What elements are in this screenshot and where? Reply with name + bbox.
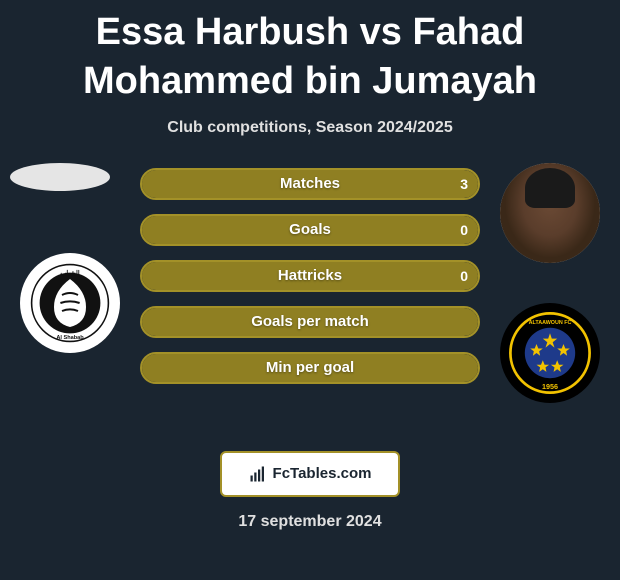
stat-bar-value-right: 0 — [460, 262, 468, 290]
svg-text:الشباب: الشباب — [60, 270, 80, 277]
stat-bar-label: Hattricks — [142, 262, 478, 290]
snapshot-date: 17 september 2024 — [0, 513, 620, 531]
club-left-logo: الشباب Al Shabab — [20, 253, 120, 353]
stat-bar-label: Goals — [142, 216, 478, 244]
fctables-badge[interactable]: FcTables.com — [220, 451, 400, 497]
fctables-label: FcTables.com — [273, 465, 372, 482]
club-right-logo: ALTAAWOUN FC 1956 — [500, 303, 600, 403]
player-photo-icon — [500, 163, 600, 263]
content-area: الشباب Al Shabab ALTAAWOUN FC — [0, 153, 620, 433]
svg-text:ALTAAWOUN FC: ALTAAWOUN FC — [529, 320, 572, 326]
stat-bar-goals: Goals0 — [140, 214, 480, 246]
stat-bar-label: Matches — [142, 170, 478, 198]
player-right-avatar — [500, 163, 600, 263]
stat-bar-value-right: 3 — [460, 170, 468, 198]
stat-bar-value-right: 0 — [460, 216, 468, 244]
stat-bar-matches: Matches3 — [140, 168, 480, 200]
altaawoun-logo-icon: ALTAAWOUN FC 1956 — [500, 303, 600, 403]
stat-bar-goals-per-match: Goals per match — [140, 306, 480, 338]
stat-bar-hattricks: Hattricks0 — [140, 260, 480, 292]
player-left-avatar — [10, 163, 110, 191]
stat-bar-label: Min per goal — [142, 354, 478, 382]
al-shabab-logo-icon: الشباب Al Shabab — [20, 253, 120, 353]
comparison-subtitle: Club competitions, Season 2024/2025 — [0, 107, 620, 143]
comparison-title: Essa Harbush vs Fahad Mohammed bin Jumay… — [0, 0, 620, 107]
svg-text:1956: 1956 — [542, 382, 558, 391]
svg-text:Al Shabab: Al Shabab — [56, 335, 84, 341]
stat-bar-min-per-goal: Min per goal — [140, 352, 480, 384]
stat-bar-label: Goals per match — [142, 308, 478, 336]
chart-icon — [249, 465, 267, 483]
stat-bars: Matches3Goals0Hattricks0Goals per matchM… — [140, 168, 480, 398]
